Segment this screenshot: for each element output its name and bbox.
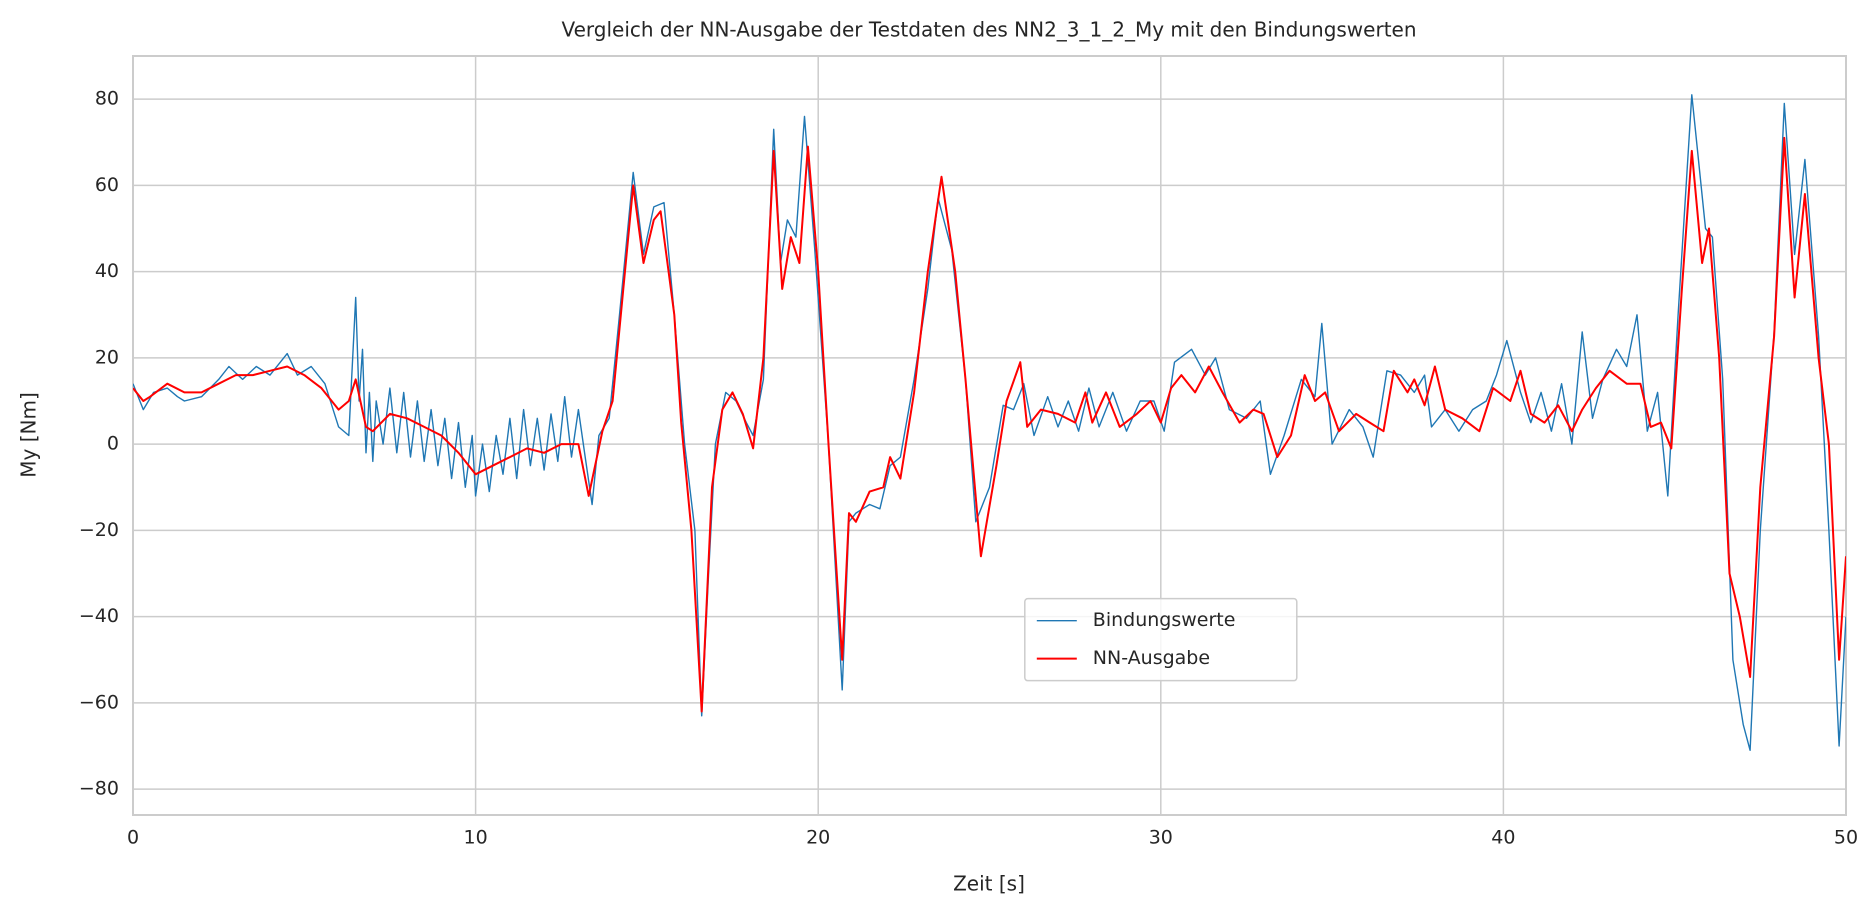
y-tick-label: −80 <box>79 778 119 800</box>
x-tick-label: 40 <box>1491 827 1515 849</box>
x-tick-label: 10 <box>464 827 488 849</box>
x-tick-label: 20 <box>806 827 830 849</box>
y-tick-label: −60 <box>79 691 119 713</box>
y-tick-label: 60 <box>95 174 119 196</box>
x-tick-label: 50 <box>1834 827 1858 849</box>
legend-label: Bindungswerte <box>1093 609 1236 631</box>
series-line <box>133 94 1846 751</box>
x-tick-label: 30 <box>1149 827 1173 849</box>
chart-title: Vergleich der NN-Ausgabe der Testdaten d… <box>561 18 1416 42</box>
y-tick-label: 20 <box>95 346 119 368</box>
y-tick-label: −20 <box>79 519 119 541</box>
y-tick-label: 0 <box>107 433 119 455</box>
legend-box <box>1024 597 1298 682</box>
series-line <box>133 136 1846 713</box>
plot-frame <box>132 55 1847 816</box>
y-axis-label: My [Nm] <box>17 392 41 478</box>
y-tick-label: −40 <box>79 605 119 627</box>
x-tick-label: 0 <box>127 827 139 849</box>
y-tick-label: 40 <box>95 260 119 282</box>
x-axis-label: Zeit [s] <box>953 872 1025 896</box>
legend-label: NN-Ausgabe <box>1093 647 1210 669</box>
y-tick-label: 80 <box>95 88 119 110</box>
plot-area <box>133 94 1846 751</box>
